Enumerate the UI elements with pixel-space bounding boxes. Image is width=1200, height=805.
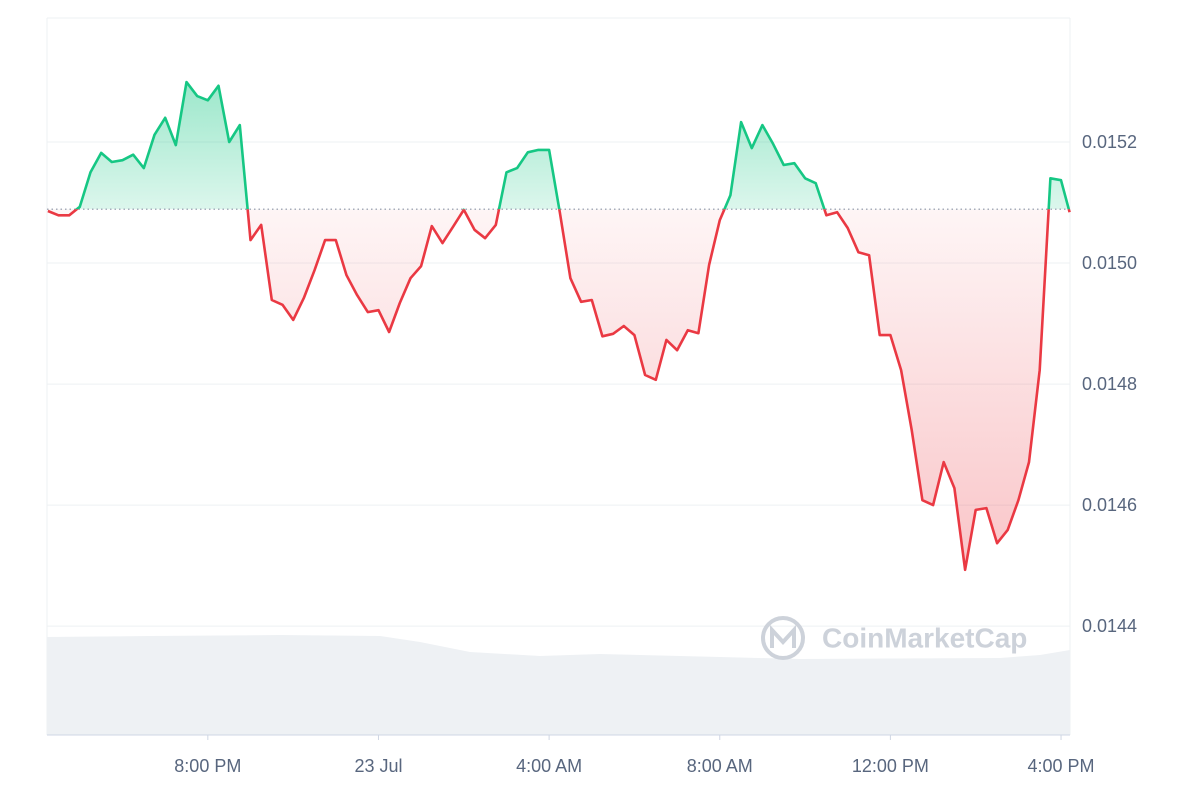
y-tick-label: 0.0144 xyxy=(1082,616,1137,636)
x-tick-label: 23 Jul xyxy=(354,756,402,776)
x-tick-label: 12:00 PM xyxy=(852,756,929,776)
x-tick-label: 8:00 AM xyxy=(687,756,753,776)
x-tick-label: 4:00 AM xyxy=(516,756,582,776)
area-up xyxy=(76,82,1069,210)
area-down xyxy=(47,209,1070,570)
x-tick-label: 4:00 PM xyxy=(1028,756,1095,776)
watermark: CoinMarketCap xyxy=(761,616,1027,660)
series xyxy=(47,80,1071,572)
grid xyxy=(47,141,1070,627)
y-tick-label: 0.0146 xyxy=(1082,495,1137,515)
watermark-logo xyxy=(770,624,796,648)
price-line-down xyxy=(47,209,1071,572)
y-tick-label: 0.0152 xyxy=(1082,132,1137,152)
volume-area xyxy=(47,635,1070,735)
price-line-up xyxy=(74,80,1071,210)
x-tick-label: 8:00 PM xyxy=(174,756,241,776)
watermark-logo xyxy=(761,616,805,660)
watermark-text: CoinMarketCap xyxy=(822,622,1027,653)
axes: 0.0144 0.0146 0.0148 0.0150 0.0152 8:00 PM 23 … xyxy=(47,132,1137,776)
y-tick-label: 0.0150 xyxy=(1082,253,1137,273)
y-tick-label: 0.0148 xyxy=(1082,374,1137,394)
